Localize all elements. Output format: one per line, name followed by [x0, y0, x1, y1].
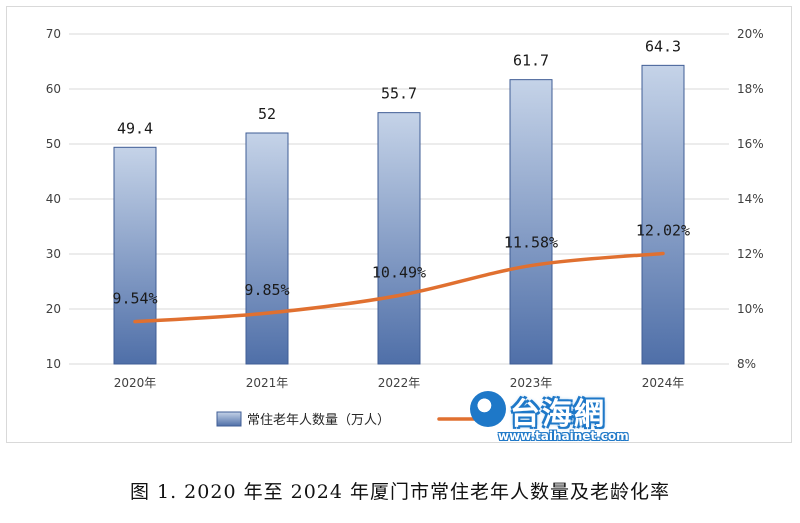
right-axis-ticks: 8% 10% 12% 14% 16% 18% 20%: [737, 27, 764, 371]
bar: [113, 146, 157, 365]
bar-data-label: 52: [258, 105, 276, 123]
chart-frame: 10 20 30 40 50 60 70 8% 10% 12% 14% 16% 18% 20% 2020…: [6, 6, 792, 443]
left-axis-tick-label: 20: [46, 302, 61, 316]
line-series-path: [133, 251, 665, 324]
combo-chart: 10 20 30 40 50 60 70 8% 10% 12% 14% 16% 18% 20% 2020…: [46, 27, 764, 428]
watermark-title: 台海網: [510, 397, 606, 432]
legend-bar-label: 常住老年人数量（万人）: [247, 413, 390, 428]
right-axis-tick-label: 16%: [737, 137, 764, 151]
right-axis-tick-label: 10%: [737, 302, 764, 316]
category-tick-label: 2022年: [378, 376, 421, 390]
bar-series: [113, 64, 685, 365]
watermark-url: www.taihainet.com: [498, 429, 629, 443]
left-axis-tick-label: 10: [46, 357, 61, 371]
bar-data-label: 61.7: [513, 52, 549, 70]
bar: [245, 132, 289, 365]
figure-caption: 图 1. 2020 年至 2024 年厦门市常住老年人数量及老龄化率: [129, 481, 671, 503]
left-axis-ticks: 10 20 30 40 50 60 70: [46, 27, 61, 371]
line-data-label: 10.49%: [372, 264, 426, 282]
category-tick-label: 2020年: [114, 376, 157, 390]
bar: [377, 112, 421, 365]
category-tick-label: 2021年: [246, 376, 289, 390]
line-data-label: 11.58%: [504, 234, 558, 252]
legend: 常住老年人数量（万人）: [216, 411, 477, 428]
bar-data-label: 64.3: [645, 37, 681, 55]
category-axis: 2020年 2021年 2022年 2023年 2024年: [114, 376, 685, 390]
legend-bar-swatch: [216, 411, 242, 427]
right-axis-tick-label: 14%: [737, 192, 764, 206]
left-axis-tick-label: 50: [46, 137, 61, 151]
line-series: [133, 251, 665, 324]
bar: [509, 79, 553, 365]
line-data-label: 12.02%: [636, 221, 690, 239]
category-tick-label: 2023年: [510, 376, 553, 390]
left-axis-tick-label: 70: [46, 27, 61, 41]
left-axis-tick-label: 40: [46, 192, 61, 206]
bar-data-label: 55.7: [381, 85, 417, 103]
line-data-label: 9.54%: [112, 290, 157, 308]
line-data-label: 9.85%: [244, 281, 289, 299]
taihainet-logo-icon: [470, 391, 506, 427]
watermark: 台海網 www.taihainet.com: [470, 389, 670, 447]
right-axis-tick-label: 20%: [737, 27, 764, 41]
bar: [641, 64, 685, 365]
right-axis-tick-label: 12%: [737, 247, 764, 261]
left-axis-tick-label: 60: [46, 82, 61, 96]
right-axis-tick-label: 18%: [737, 82, 764, 96]
left-axis-tick-label: 30: [46, 247, 61, 261]
data-labels: 49.4 52 55.7 61.7 64.3 9.54% 9.85% 10.49% 11.58%…: [112, 37, 690, 307]
category-tick-label: 2024年: [642, 376, 685, 390]
right-axis-tick-label: 8%: [737, 357, 756, 371]
bar-data-label: 49.4: [117, 119, 153, 137]
